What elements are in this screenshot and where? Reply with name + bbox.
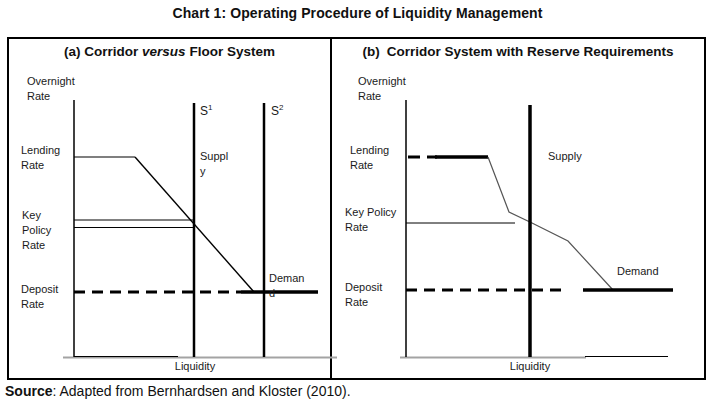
a-demand-label: Deman d (269, 271, 304, 301)
a-key-policy-label: Key Policy Rate (22, 208, 51, 253)
b-key-policy-label: Key Policy Rate (345, 205, 396, 235)
a-y-axis-label: Overnight Rate (27, 74, 75, 104)
source-text: : Adapted from Bernhardsen and Kloster (… (52, 383, 350, 399)
a-deposit-rate-label: Deposit Rate (21, 282, 58, 312)
a-s2-sup: 2 (279, 103, 283, 112)
a-x-axis-label: Liquidity (160, 359, 230, 374)
a-s1-label: S1 (200, 104, 212, 119)
source-label: Source (5, 383, 52, 399)
chart-figure: Chart 1: Operating Procedure of Liquidit… (0, 0, 715, 403)
b-y-axis-label: Overnight Rate (358, 74, 406, 104)
source-note: Source: Adapted from Bernhardsen and Klo… (5, 383, 351, 399)
b-demand-label: Demand (617, 264, 659, 279)
a-supply-label: Suppl y (200, 149, 228, 179)
a-s2-label: S2 (271, 104, 283, 119)
a-lending-rate-label: Lending Rate (21, 143, 60, 173)
a-s2-base: S (271, 104, 279, 118)
diagram-canvas (0, 0, 715, 403)
b-supply-label: Supply (548, 149, 582, 164)
a-s1-base: S (200, 104, 208, 118)
b-deposit-rate-label: Deposit Rate (345, 280, 382, 310)
a-s1-sup: 1 (208, 103, 212, 112)
b-x-axis-label: Liquidity (495, 359, 565, 374)
b-lending-rate-label: Lending Rate (350, 143, 389, 173)
